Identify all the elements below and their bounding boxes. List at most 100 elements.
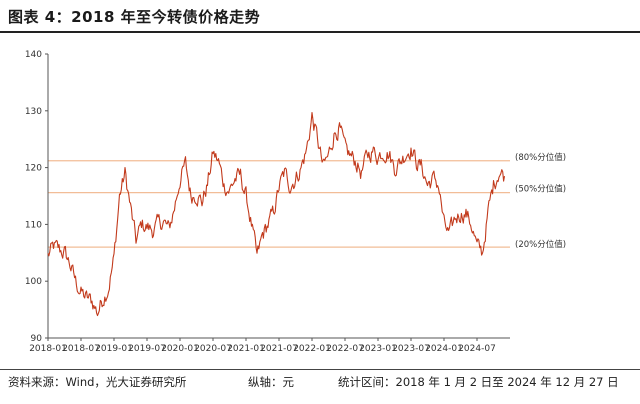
x-tick-label-3: 2019-07 xyxy=(128,344,166,354)
price-chart: (80%分位值) (50%分位值) (20%分位值) 90 100 110 120 130 1… xyxy=(25,50,566,354)
data-point-79 xyxy=(482,252,483,253)
reference-label-1: (50%分位值) xyxy=(515,184,566,195)
x-tick-label-11: 2023-07 xyxy=(392,344,430,354)
x-tick-label-6: 2021-01 xyxy=(227,344,265,354)
reference-lines: (80%分位值) (50%分位值) (20%分位值) xyxy=(48,152,566,250)
y-tick-label-2: 110 xyxy=(25,220,42,230)
y-tick-label-0: 90 xyxy=(31,334,43,344)
data-point-46 xyxy=(300,167,301,168)
data-point-70 xyxy=(432,178,433,179)
data-point-44 xyxy=(289,184,290,185)
data-point-0 xyxy=(47,255,48,256)
data-point-54 xyxy=(344,150,345,151)
y-tick-label-5: 140 xyxy=(25,50,42,60)
data-point-4 xyxy=(69,264,70,265)
data-point-19 xyxy=(152,230,153,231)
data-point-49 xyxy=(317,139,318,140)
data-point-68 xyxy=(421,167,422,168)
data-point-74 xyxy=(454,218,455,219)
data-point-57 xyxy=(361,173,362,174)
data-point-20 xyxy=(157,224,158,225)
data-point-14 xyxy=(124,173,125,174)
data-point-53 xyxy=(339,127,340,128)
x-tick-label-2: 2019-01 xyxy=(95,344,133,354)
data-point-58 xyxy=(366,156,367,157)
x-tick-label-13: 2024-07 xyxy=(458,344,496,354)
unit-note: 纵轴：元 xyxy=(248,375,294,389)
data-point-23 xyxy=(174,207,175,208)
data-point-29 xyxy=(207,184,208,185)
data-point-10 xyxy=(102,298,103,299)
data-point-34 xyxy=(234,178,235,179)
data-point-27 xyxy=(196,193,197,194)
data-point-2 xyxy=(58,249,59,250)
data-point-47 xyxy=(306,150,307,151)
data-point-12 xyxy=(113,258,114,259)
data-point-65 xyxy=(405,153,406,154)
data-point-25 xyxy=(185,164,186,165)
data-point-56 xyxy=(355,161,356,162)
x-tick-label-7: 2021-07 xyxy=(260,344,298,354)
data-point-11 xyxy=(108,286,109,287)
data-point-52 xyxy=(333,133,334,134)
data-point-55 xyxy=(350,156,351,157)
data-point-24 xyxy=(179,178,180,179)
data-point-37 xyxy=(251,224,252,225)
data-point-77 xyxy=(471,224,472,225)
data-point-1 xyxy=(53,247,54,248)
y-axis-ticks: 90 100 110 120 130 140 xyxy=(25,50,48,344)
data-point-32 xyxy=(223,184,224,185)
series-line-0 xyxy=(47,112,506,317)
data-point-81 xyxy=(493,184,494,185)
data-point-41 xyxy=(273,212,274,213)
data-point-5 xyxy=(75,281,76,282)
data-point-28 xyxy=(201,201,202,202)
data-point-26 xyxy=(190,195,191,196)
data-point-72 xyxy=(443,224,444,225)
x-tick-label-8: 2022-01 xyxy=(293,344,331,354)
data-point-33 xyxy=(229,190,230,191)
data-point-45 xyxy=(295,178,296,179)
data-point-16 xyxy=(135,241,136,242)
data-point-48 xyxy=(311,116,312,117)
chart-title: 图表 4：2018 年至今转债价格走势 xyxy=(8,8,261,26)
data-point-38 xyxy=(256,258,257,259)
data-point-6 xyxy=(80,292,81,293)
data-point-39 xyxy=(262,235,263,236)
data-point-40 xyxy=(267,224,268,225)
data-point-83 xyxy=(504,176,505,177)
data-point-7 xyxy=(86,298,87,299)
data-point-43 xyxy=(284,173,285,174)
data-point-59 xyxy=(372,150,373,151)
data-point-66 xyxy=(410,147,411,148)
data-point-42 xyxy=(278,187,279,188)
data-point-76 xyxy=(465,212,466,213)
data-point-67 xyxy=(416,161,417,162)
data-point-62 xyxy=(388,153,389,154)
x-tick-label-5: 2020-07 xyxy=(194,344,232,354)
data-point-63 xyxy=(394,167,395,168)
data-point-69 xyxy=(427,184,428,185)
y-tick-label-3: 120 xyxy=(25,164,42,174)
x-tick-label-4: 2020-01 xyxy=(161,344,199,354)
data-point-22 xyxy=(168,230,169,231)
data-point-15 xyxy=(130,207,131,208)
data-point-80 xyxy=(487,212,488,213)
data-point-35 xyxy=(240,176,241,177)
range-note: 统计区间：2018 年 1 月 2 日至 2024 年 12 月 27 日 xyxy=(338,375,619,389)
x-tick-label-0: 2018-01 xyxy=(29,344,67,354)
x-tick-label-12: 2024-01 xyxy=(425,344,463,354)
y-tick-label-1: 100 xyxy=(25,277,42,287)
data-point-75 xyxy=(460,212,461,213)
data-point-18 xyxy=(146,227,147,228)
x-axis-ticks: 2018-012018-072019-012019-072020-012020-… xyxy=(29,338,496,354)
x-tick-label-1: 2018-07 xyxy=(62,344,100,354)
data-point-61 xyxy=(383,150,384,151)
data-point-21 xyxy=(163,221,164,222)
data-point-9 xyxy=(97,312,98,313)
footer-rule xyxy=(0,369,640,370)
data-point-64 xyxy=(399,161,400,162)
data-point-31 xyxy=(218,161,219,162)
data-point-3 xyxy=(64,252,65,253)
series-group xyxy=(47,112,506,317)
